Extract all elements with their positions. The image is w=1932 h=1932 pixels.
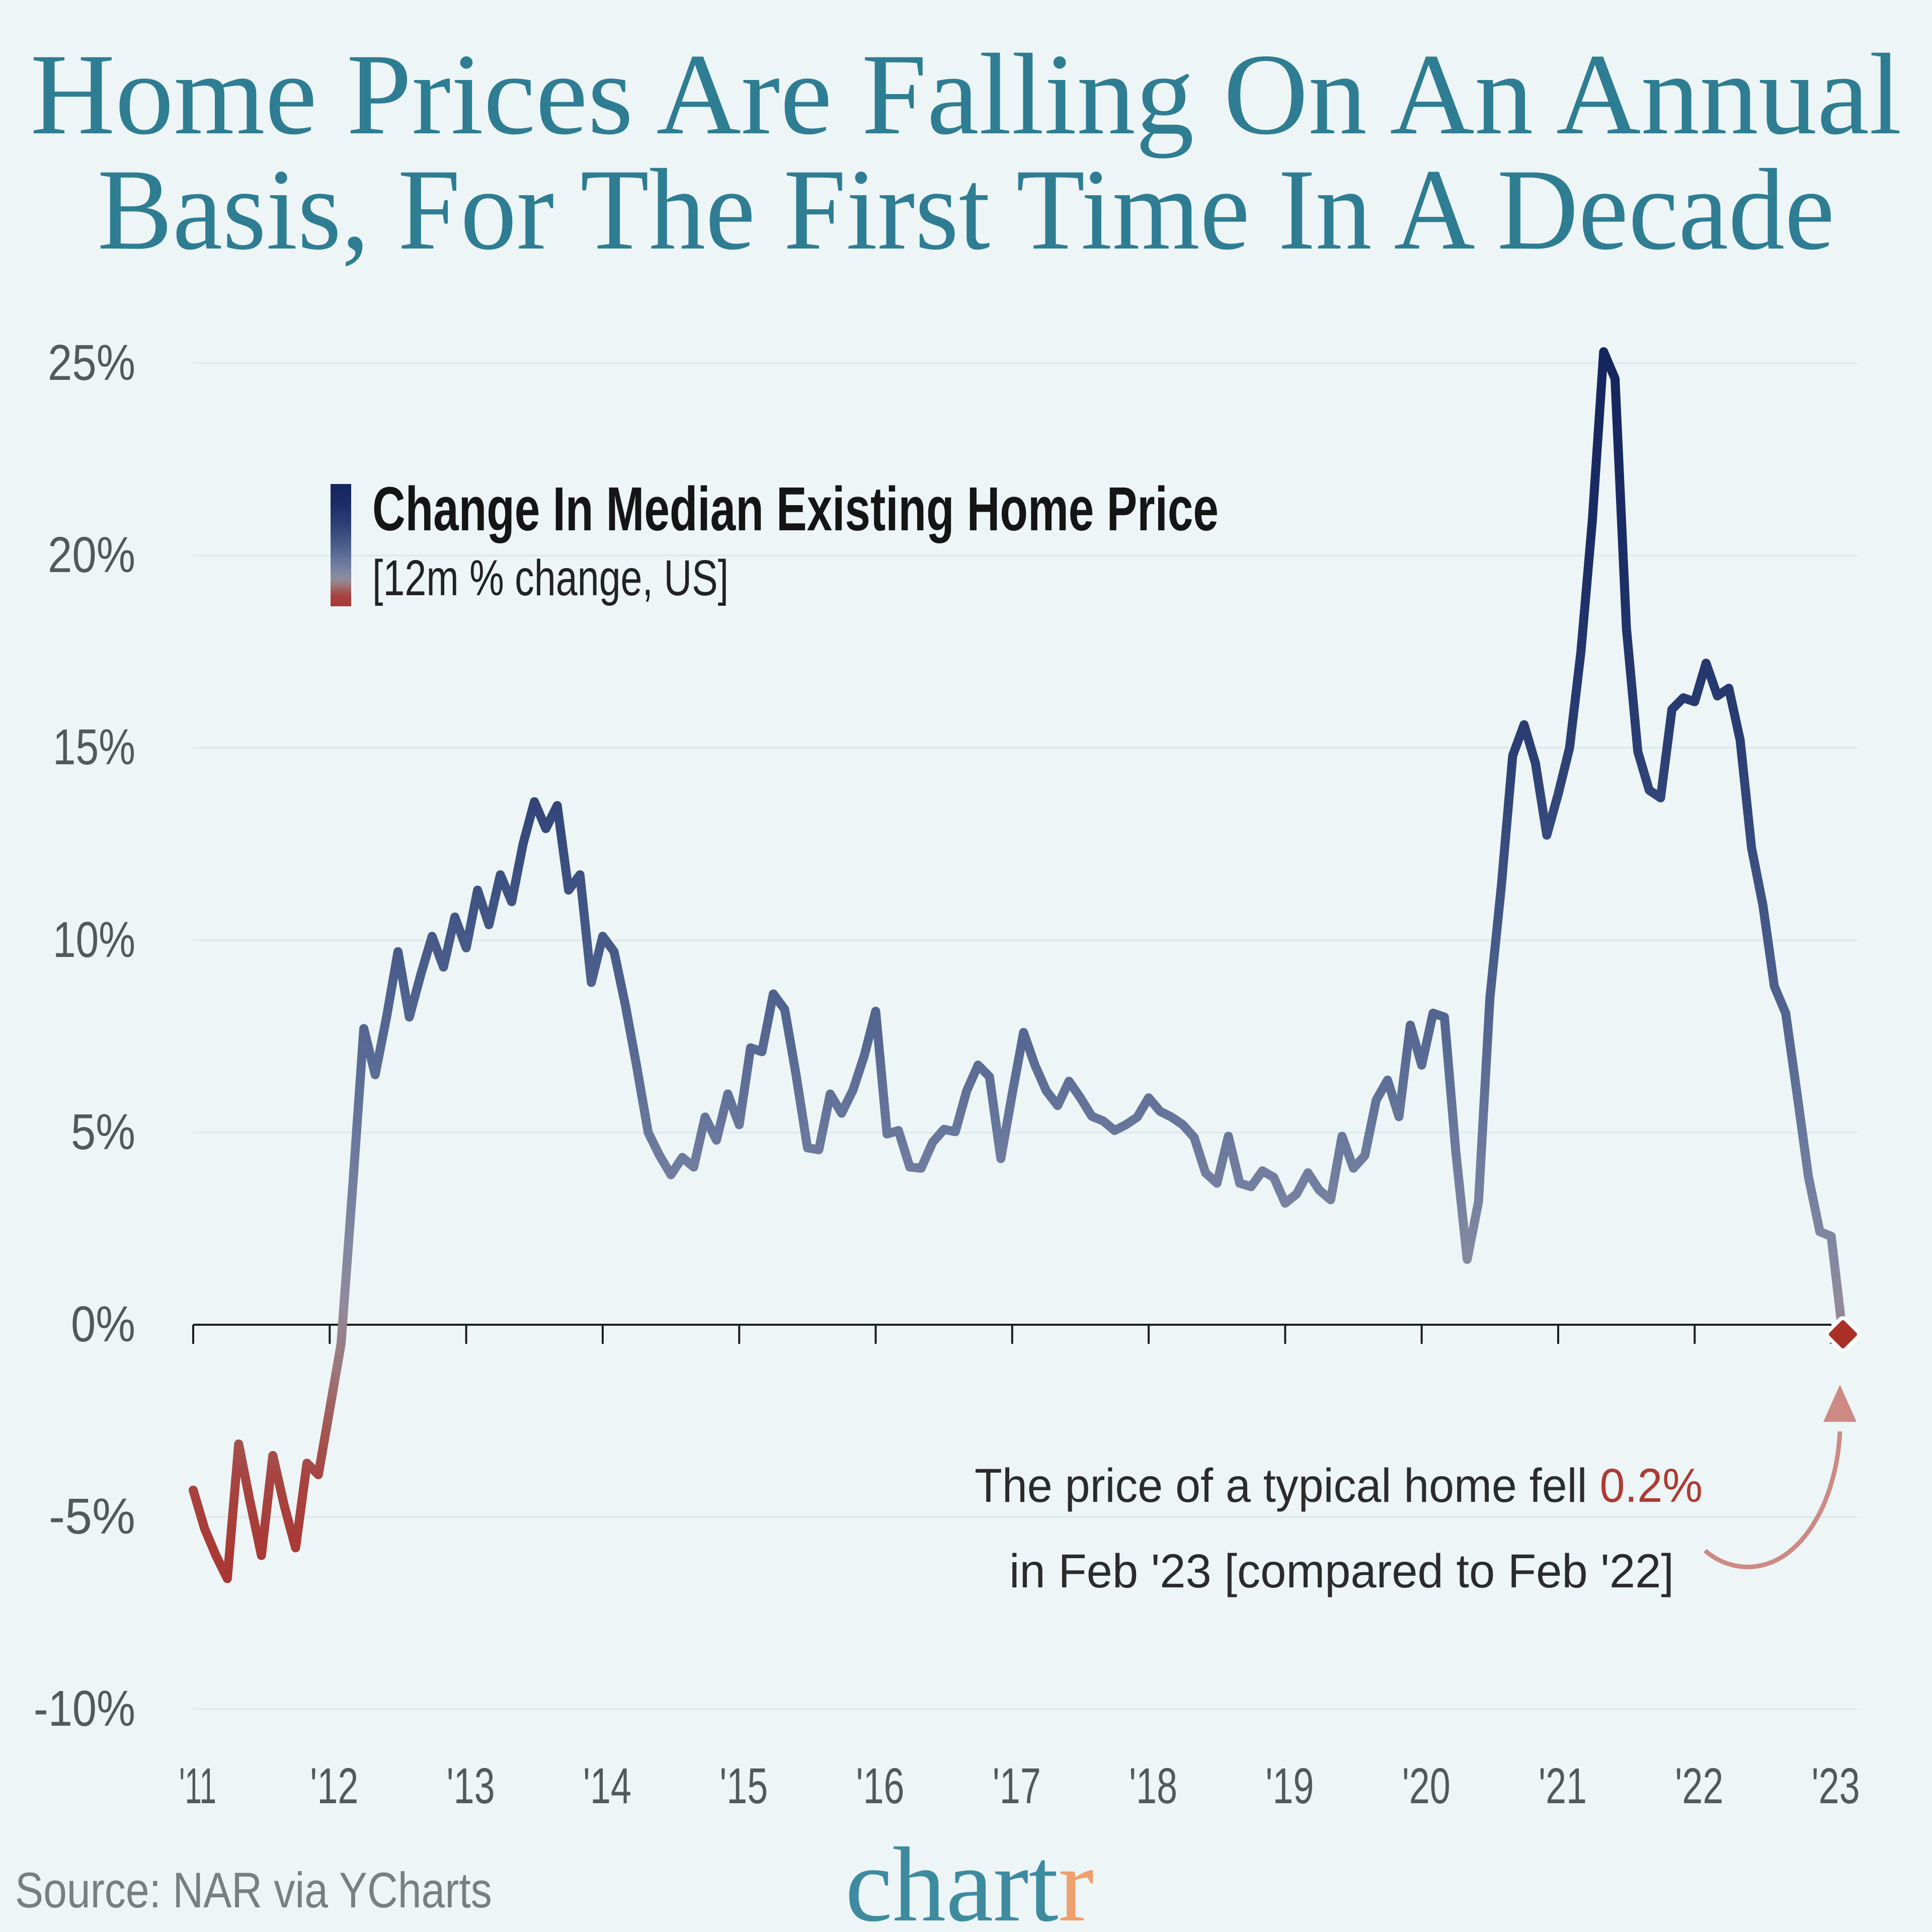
svg-text:20%: 20% (48, 527, 135, 583)
svg-text:10%: 10% (53, 912, 135, 968)
svg-text:15%: 15% (53, 719, 135, 775)
svg-text:'23: '23 (1812, 1758, 1860, 1814)
svg-text:'22: '22 (1675, 1758, 1723, 1814)
svg-text:'19: '19 (1265, 1758, 1314, 1814)
svg-text:'20: '20 (1402, 1758, 1451, 1814)
svg-text:'18: '18 (1129, 1758, 1177, 1814)
svg-text:'14: '14 (583, 1758, 631, 1814)
svg-text:'13: '13 (447, 1758, 495, 1814)
svg-text:'17: '17 (993, 1758, 1041, 1814)
svg-text:-10%: -10% (34, 1680, 135, 1737)
svg-text:'11: '11 (179, 1758, 216, 1814)
svg-text:5%: 5% (71, 1104, 135, 1160)
svg-text:'21: '21 (1539, 1758, 1587, 1814)
svg-text:25%: 25% (48, 335, 135, 391)
svg-text:'15: '15 (719, 1758, 768, 1814)
svg-text:'16: '16 (856, 1758, 905, 1814)
svg-text:'12: '12 (310, 1758, 358, 1814)
svg-text:-5%: -5% (49, 1488, 135, 1545)
svg-text:0%: 0% (71, 1296, 135, 1352)
